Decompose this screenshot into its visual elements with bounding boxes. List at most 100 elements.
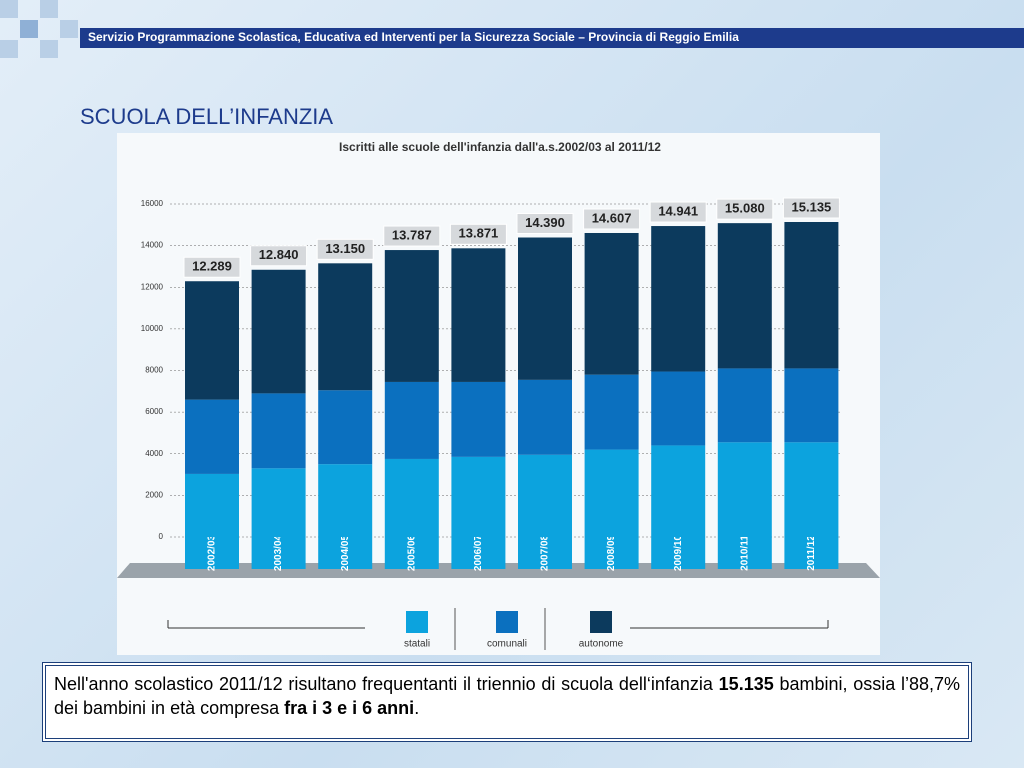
total-label: 13.150 (325, 241, 365, 256)
y-tick-label: 8000 (145, 366, 163, 375)
total-label-box (250, 245, 308, 267)
total-label: 15.135 (792, 199, 832, 214)
total-label-box (449, 223, 507, 245)
deco-square (20, 20, 38, 38)
bar-segment (185, 281, 239, 400)
bar-segment (651, 445, 706, 537)
total-label-box (583, 208, 641, 230)
y-tick-label: 2000 (145, 490, 163, 499)
deco-square (0, 40, 18, 58)
bar-segment (518, 454, 572, 537)
header-text: Servizio Programmazione Scolastica, Educ… (88, 30, 739, 44)
bar-base (651, 537, 706, 569)
bar-segment (784, 442, 839, 537)
bar-base (251, 537, 306, 569)
total-label-box (782, 197, 840, 219)
x-tick-label: 2008/09 (606, 534, 617, 571)
x-tick-label: 2006/07 (473, 534, 484, 571)
slide-title: SCUOLA DELL’INFANZIA (80, 104, 333, 129)
bar-segment (451, 456, 506, 537)
legend-label: comunali (487, 639, 527, 650)
x-tick-label: 2007/08 (540, 534, 551, 571)
total-label-box (716, 198, 774, 220)
total-label: 15.080 (725, 201, 765, 216)
bar-segment (717, 223, 772, 369)
bar-segment (518, 379, 572, 455)
bar-base (518, 537, 572, 569)
bar-segment (251, 269, 306, 394)
total-label-box (316, 238, 374, 260)
paragraph-part: bambini, ossia l’88,7% dei bambini in et… (54, 674, 960, 718)
y-tick-label: 10000 (141, 324, 164, 333)
bar-segment (651, 226, 706, 372)
total-label: 13.871 (459, 226, 499, 241)
legend-swatch (590, 611, 612, 633)
bar-base (451, 537, 506, 569)
bar-segment (384, 250, 439, 382)
bar-segment (451, 248, 506, 382)
bar-base (384, 537, 439, 569)
total-label-box (649, 201, 707, 223)
bar-segment (584, 374, 639, 450)
total-label-box (383, 225, 441, 247)
bar-segment (784, 222, 839, 369)
chart-title: Iscritti alle scuole dell'infanzia dall'… (339, 140, 661, 154)
y-tick-label: 4000 (145, 449, 163, 458)
bar-segment (318, 464, 373, 537)
total-label: 14.390 (525, 215, 565, 230)
paragraph-part: Nell'anno scolastico 2011/12 risultano f… (54, 674, 719, 694)
bar-segment (717, 442, 772, 537)
x-tick-label: 2003/04 (273, 534, 284, 571)
bar-segment (251, 468, 306, 537)
legend-swatch (496, 611, 518, 633)
bar-segment (584, 449, 639, 537)
bar-segment (318, 390, 373, 465)
x-tick-label: 2010/11 (739, 535, 750, 571)
bar-base (318, 537, 373, 569)
paragraph-part: fra i 3 e i 6 anni (284, 698, 415, 718)
deco-square (40, 0, 58, 18)
bar-segment (651, 371, 706, 446)
total-label-box (516, 213, 574, 235)
bar-segment (384, 458, 439, 537)
text-box: Nell'anno scolastico 2011/12 risultano f… (42, 662, 972, 742)
bar-segment (251, 393, 306, 469)
bar-segment (717, 368, 772, 443)
bar-base (584, 537, 639, 569)
bar-segment (518, 237, 572, 380)
legend-label: autonome (579, 639, 624, 650)
x-tick-label: 2009/10 (673, 534, 684, 571)
bar-segment (584, 232, 639, 375)
bar-segment (185, 399, 239, 474)
paragraph-part: 15.135 (718, 674, 774, 694)
bar-base (185, 537, 239, 569)
x-tick-label: 2011/12 (806, 535, 817, 571)
paragraph-part: . (414, 698, 420, 718)
y-tick-label: 6000 (145, 407, 163, 416)
x-tick-label: 2004/05 (340, 534, 351, 571)
legend-label: statali (404, 639, 430, 650)
total-label: 12.840 (259, 247, 299, 262)
total-label-box (183, 256, 241, 278)
deco-square (40, 40, 58, 58)
bar-base (717, 537, 772, 569)
total-label: 14.941 (658, 203, 698, 218)
bar-base (784, 537, 839, 569)
y-tick-label: 0 (159, 532, 164, 541)
bar-segment (451, 381, 506, 457)
y-tick-label: 12000 (141, 282, 164, 291)
total-label: 14.607 (592, 210, 632, 225)
bar-segment (384, 381, 439, 459)
deco-square (60, 20, 78, 38)
y-tick-label: 16000 (141, 199, 164, 208)
bar-segment (784, 368, 839, 443)
header-bar (80, 28, 1024, 48)
legend-swatch (406, 611, 428, 633)
bar-segment (185, 473, 239, 537)
total-label: 13.787 (392, 227, 432, 242)
total-label: 12.289 (192, 259, 232, 274)
y-tick-label: 14000 (141, 241, 164, 250)
x-tick-label: 2005/06 (406, 534, 417, 571)
